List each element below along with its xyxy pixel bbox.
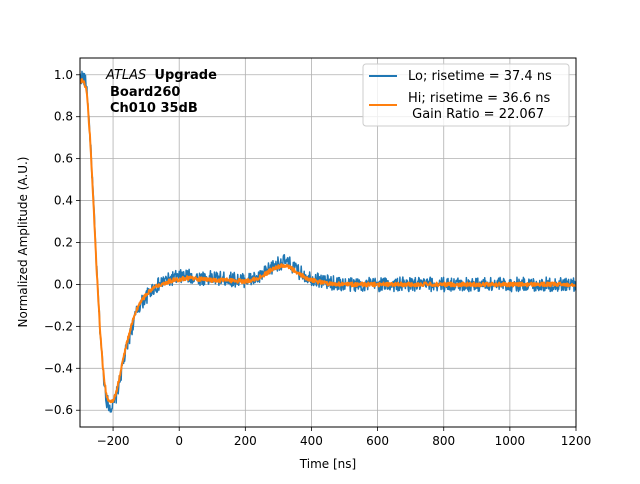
legend-label-lo: Lo; risetime = 37.4 ns — [408, 69, 552, 84]
annotation-upgrade: Upgrade — [154, 68, 217, 83]
y-tick-label: 0.8 — [54, 110, 73, 124]
y-tick-label: 0.2 — [54, 236, 73, 250]
x-tick-label: 1000 — [495, 434, 526, 448]
y-tick-label: −0.4 — [44, 361, 73, 375]
y-tick-label: 0.0 — [54, 277, 73, 291]
y-tick-label: −0.2 — [44, 319, 73, 333]
x-axis-label: Time [ns] — [299, 457, 356, 471]
x-axis-ticks: −200 0 200 400 600 800 1000 1200 — [97, 427, 592, 448]
y-axis-label: Normalized Amplitude (A.U.) — [16, 157, 30, 328]
legend: Lo; risetime = 37.4 ns Hi; risetime = 36… — [362, 63, 570, 127]
y-tick-label: 1.0 — [54, 68, 73, 82]
plot-series — [80, 70, 576, 413]
legend-box — [362, 63, 570, 127]
legend-label-hi: Hi; risetime = 36.6 ns Gain Ratio = 22.0… — [408, 91, 550, 122]
legend-label-line: Gain Ratio = 22.067 — [408, 107, 544, 122]
y-tick-label: −0.6 — [44, 403, 73, 417]
x-tick-label: 1200 — [561, 434, 592, 448]
annotation-board: Board260 — [110, 85, 180, 100]
y-tick-label: 0.6 — [54, 152, 73, 166]
y-tick-label: 0.4 — [54, 194, 73, 208]
annotation-line-1: ATLAS Upgrade — [105, 68, 217, 83]
legend-label-line: Hi; risetime = 36.6 ns — [408, 91, 550, 106]
x-tick-label: 600 — [366, 434, 389, 448]
atlas-annotation: ATLAS Upgrade Board260 Ch010 35dB — [105, 68, 217, 116]
legend-label-line: Lo; risetime = 37.4 ns — [408, 69, 552, 84]
annotation-atlas: ATLAS — [105, 68, 146, 83]
x-tick-label: 200 — [234, 434, 257, 448]
annotation-channel: Ch010 35dB — [110, 101, 198, 116]
x-tick-label: 400 — [300, 434, 323, 448]
x-tick-label: −200 — [97, 434, 130, 448]
x-tick-label: 0 — [175, 434, 183, 448]
y-axis-ticks: −0.6 −0.4 −0.2 0.0 0.2 0.4 0.6 0.8 1.0 — [44, 68, 80, 417]
series-line-hi — [80, 78, 576, 404]
x-tick-label: 800 — [432, 434, 455, 448]
